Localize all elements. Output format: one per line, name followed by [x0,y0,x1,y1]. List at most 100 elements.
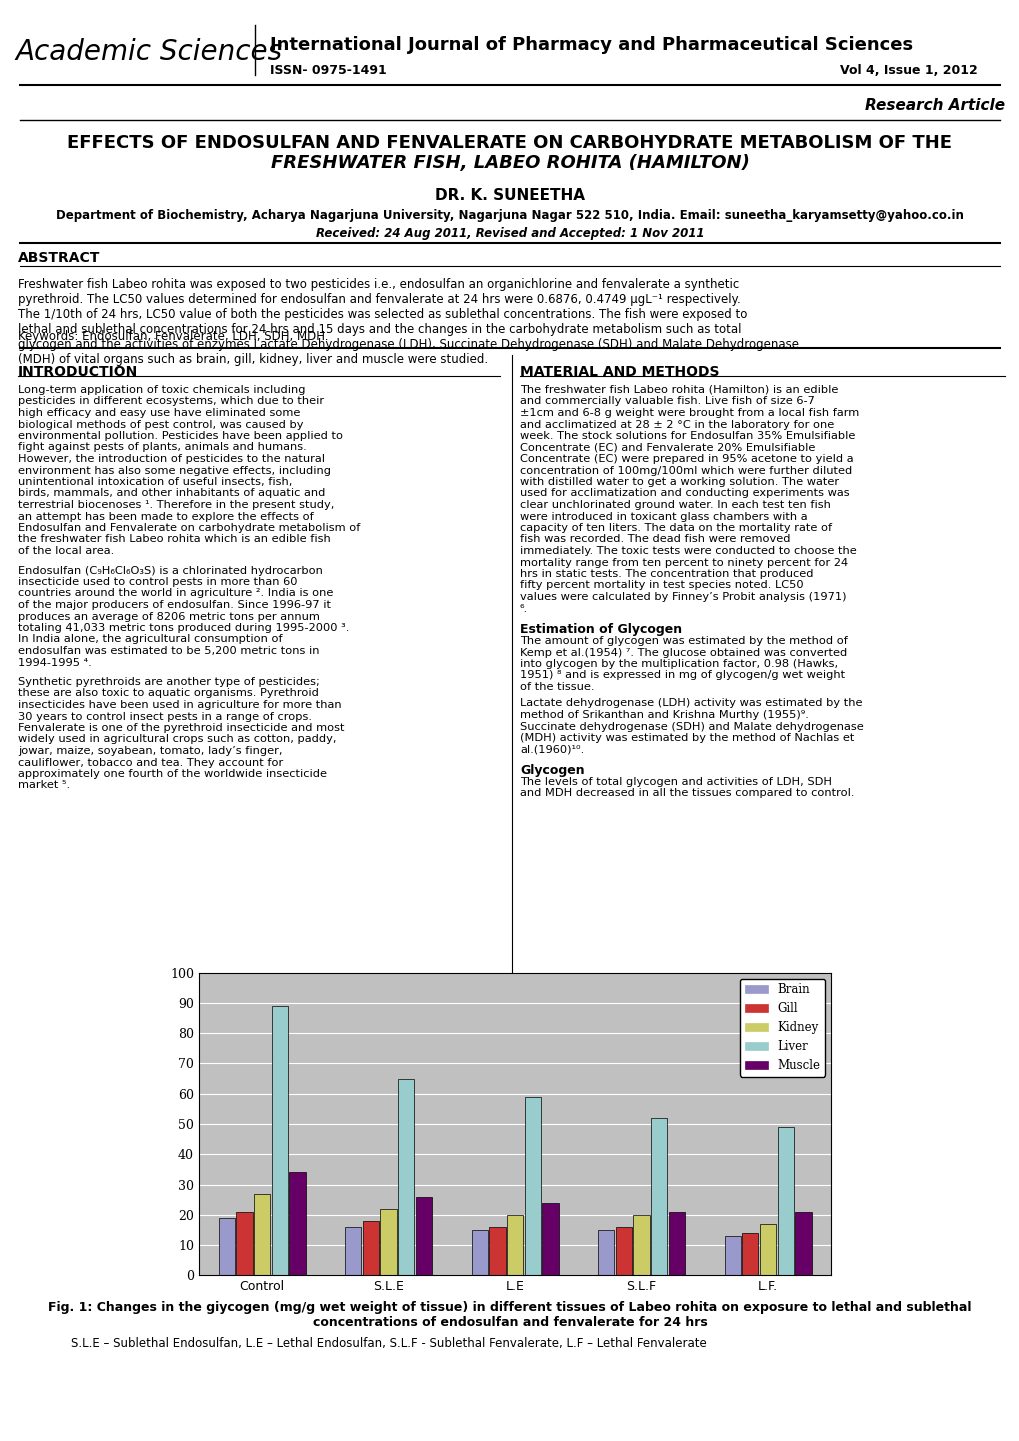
Bar [524,1097,540,1275]
Text: fifty percent mortality in test species noted. LC50: fifty percent mortality in test species … [520,581,803,591]
Text: endosulfan was estimated to be 5,200 metric tons in: endosulfan was estimated to be 5,200 met… [18,646,319,656]
Bar [506,1215,523,1275]
Text: used for acclimatization and conducting experiments was: used for acclimatization and conducting … [520,488,849,499]
Bar [650,1118,666,1275]
Bar [271,1006,287,1275]
Text: mortality range from ten percent to ninety percent for 24: mortality range from ten percent to nine… [520,558,847,568]
Bar [416,1196,432,1275]
Legend: Brain, Gill, Kidney, Liver, Muscle: Brain, Gill, Kidney, Liver, Muscle [739,978,824,1076]
Bar [363,1221,379,1275]
Text: Freshwater fish Labeo rohita was exposed to two pesticides i.e., endosulfan an o: Freshwater fish Labeo rohita was exposed… [18,278,798,366]
Bar [218,1218,234,1275]
Text: values were calculated by Finney’s Probit analysis (1971): values were calculated by Finney’s Probi… [520,592,846,602]
Text: In India alone, the agricultural consumption of: In India alone, the agricultural consump… [18,634,282,644]
Bar [471,1231,487,1275]
Bar [344,1226,361,1275]
Text: an attempt has been made to explore the effects of: an attempt has been made to explore the … [18,512,314,522]
Bar [633,1215,649,1275]
Text: hrs in static tests. The concentration that produced: hrs in static tests. The concentration t… [520,569,813,579]
Text: Keywords: Endosulfan, Fenvalerate, LDH, SDH, MDH.: Keywords: Endosulfan, Fenvalerate, LDH, … [18,330,328,343]
Bar [289,1173,306,1275]
Text: Estimation of Glycogen: Estimation of Glycogen [520,623,682,635]
Text: Synthetic pyrethroids are another type of pesticides;: Synthetic pyrethroids are another type o… [18,677,320,687]
Bar [759,1223,775,1275]
Bar [236,1212,253,1275]
Text: were introduced in toxicant glass chambers with a: were introduced in toxicant glass chambe… [520,512,807,522]
Text: insecticides have been used in agriculture for more than: insecticides have been used in agricultu… [18,700,341,710]
Text: and MDH decreased in all the tissues compared to control.: and MDH decreased in all the tissues com… [520,788,854,798]
Text: ABSTRACT: ABSTRACT [18,251,100,265]
Text: Concentrate (EC) were prepared in 95% acetone to yield a: Concentrate (EC) were prepared in 95% ac… [520,454,853,464]
Text: produces an average of 8206 metric tons per annum: produces an average of 8206 metric tons … [18,611,320,621]
Bar [615,1226,632,1275]
Text: these are also toxic to aquatic organisms. Pyrethroid: these are also toxic to aquatic organism… [18,689,319,699]
Text: and acclimatized at 28 ± 2 °C in the laboratory for one: and acclimatized at 28 ± 2 °C in the lab… [520,419,834,429]
Text: of the tissue.: of the tissue. [520,682,594,692]
Bar [380,1209,396,1275]
Text: approximately one fourth of the worldwide insecticide: approximately one fourth of the worldwid… [18,769,327,780]
Text: biological methods of pest control, was caused by: biological methods of pest control, was … [18,419,304,429]
Text: The amount of glycogen was estimated by the method of: The amount of glycogen was estimated by … [520,635,847,646]
Text: cauliflower, tobacco and tea. They account for: cauliflower, tobacco and tea. They accou… [18,758,283,768]
Text: jowar, maize, soyabean, tomato, lady’s finger,: jowar, maize, soyabean, tomato, lady’s f… [18,746,282,757]
Bar [397,1078,414,1275]
Text: Endosulfan (C₉H₆Cl₆O₃S) is a chlorinated hydrocarbon: Endosulfan (C₉H₆Cl₆O₃S) is a chlorinated… [18,565,323,575]
Text: environmental pollution. Pesticides have been applied to: environmental pollution. Pesticides have… [18,431,342,441]
Text: market ⁵.: market ⁵. [18,781,70,791]
Text: terrestrial biocenoses ¹. Therefore in the present study,: terrestrial biocenoses ¹. Therefore in t… [18,500,334,510]
Text: The freshwater fish Labeo rohita (Hamilton) is an edible: The freshwater fish Labeo rohita (Hamilt… [520,385,838,395]
Text: Academic Sciences: Academic Sciences [15,37,282,66]
Text: EFFECTS OF ENDOSULFAN AND FENVALERATE ON CARBOHYDRATE METABOLISM OF THE: EFFECTS OF ENDOSULFAN AND FENVALERATE ON… [67,134,952,151]
Bar [254,1193,270,1275]
Bar [542,1203,558,1275]
Text: (MDH) activity was estimated by the method of Nachlas et: (MDH) activity was estimated by the meth… [520,733,854,744]
Text: Concentrate (EC) and Fenvalerate 20% Emulsifiable: Concentrate (EC) and Fenvalerate 20% Emu… [520,442,814,452]
Text: Received: 24 Aug 2011, Revised and Accepted: 1 Nov 2011: Received: 24 Aug 2011, Revised and Accep… [316,226,703,239]
Text: of the local area.: of the local area. [18,546,114,556]
Text: concentration of 100mg/100ml which were further diluted: concentration of 100mg/100ml which were … [520,465,852,476]
Text: INTRODUCTION: INTRODUCTION [18,365,139,379]
Text: with distilled water to get a working solution. The water: with distilled water to get a working so… [520,477,839,487]
Text: Endosulfan and Fenvalerate on carbohydrate metabolism of: Endosulfan and Fenvalerate on carbohydra… [18,523,360,533]
Bar [489,1226,505,1275]
Bar [723,1236,740,1275]
Text: ISSN- 0975-1491: ISSN- 0975-1491 [270,63,386,76]
Bar [742,1233,758,1275]
Text: Vol 4, Issue 1, 2012: Vol 4, Issue 1, 2012 [840,63,977,76]
Text: Fenvalerate is one of the pyrethroid insecticide and most: Fenvalerate is one of the pyrethroid ins… [18,723,344,733]
Text: However, the introduction of pesticides to the natural: However, the introduction of pesticides … [18,454,325,464]
Text: Glycogen: Glycogen [520,764,584,777]
Text: The levels of total glycogen and activities of LDH, SDH: The levels of total glycogen and activit… [520,777,832,787]
Text: Long-term application of toxic chemicals including: Long-term application of toxic chemicals… [18,385,306,395]
Text: capacity of ten liters. The data on the mortality rate of: capacity of ten liters. The data on the … [520,523,832,533]
Text: week. The stock solutions for Endosulfan 35% Emulsifiable: week. The stock solutions for Endosulfan… [520,431,855,441]
Text: and commercially valuable fish. Live fish of size 6-7: and commercially valuable fish. Live fis… [520,396,814,406]
Text: al.(1960)¹⁰.: al.(1960)¹⁰. [520,745,584,755]
Text: clear unchlorinated ground water. In each test ten fish: clear unchlorinated ground water. In eac… [520,500,830,510]
Text: Department of Biochemistry, Acharya Nagarjuna University, Nagarjuna Nagar 522 51: Department of Biochemistry, Acharya Naga… [56,209,963,222]
Text: of the major producers of endosulfan. Since 1996-97 it: of the major producers of endosulfan. Si… [18,599,331,610]
Text: FRESHWATER FISH, LABEO ROHITA (HAMILTON): FRESHWATER FISH, LABEO ROHITA (HAMILTON) [270,154,749,171]
Text: the freshwater fish Labeo rohita which is an edible fish: the freshwater fish Labeo rohita which i… [18,535,330,545]
Text: S.L.E – Sublethal Endosulfan, L.E – Lethal Endosulfan, S.L.F - Sublethal Fenvale: S.L.E – Sublethal Endosulfan, L.E – Leth… [71,1337,706,1350]
Bar [668,1212,685,1275]
Text: environment has also some negative effects, including: environment has also some negative effec… [18,465,331,476]
Text: 30 years to control insect pests in a range of crops.: 30 years to control insect pests in a ra… [18,712,312,722]
Text: ±1cm and 6-8 g weight were brought from a local fish farm: ±1cm and 6-8 g weight were brought from … [520,408,858,418]
Text: Kemp et al.(1954) ⁷. The glucose obtained was converted: Kemp et al.(1954) ⁷. The glucose obtaine… [520,647,847,657]
Text: unintentional intoxication of useful insects, fish,: unintentional intoxication of useful ins… [18,477,292,487]
Text: birds, mammals, and other inhabitants of aquatic and: birds, mammals, and other inhabitants of… [18,488,325,499]
Bar [776,1127,793,1275]
Text: high efficacy and easy use have eliminated some: high efficacy and easy use have eliminat… [18,408,300,418]
Text: totaling 41,033 metric tons produced during 1995-2000 ³.: totaling 41,033 metric tons produced dur… [18,623,350,633]
Text: International Journal of Pharmacy and Pharmaceutical Sciences: International Journal of Pharmacy and Ph… [270,36,912,53]
Text: into glycogen by the multiplication factor, 0.98 (Hawks,: into glycogen by the multiplication fact… [520,659,838,669]
Text: fight against pests of plants, animals and humans.: fight against pests of plants, animals a… [18,442,307,452]
Text: insecticide used to control pests in more than 60: insecticide used to control pests in mor… [18,576,298,586]
Text: 1951) ⁸ and is expressed in mg of glycogen/g wet weight: 1951) ⁸ and is expressed in mg of glycog… [520,670,845,680]
Text: 1994-1995 ⁴.: 1994-1995 ⁴. [18,657,92,667]
Text: MATERIAL AND METHODS: MATERIAL AND METHODS [520,365,718,379]
Text: Lactate dehydrogenase (LDH) activity was estimated by the: Lactate dehydrogenase (LDH) activity was… [520,699,862,709]
Bar [597,1231,613,1275]
Text: Fig. 1: Changes in the giycogen (mg/g wet weight of tissue) in different tissues: Fig. 1: Changes in the giycogen (mg/g we… [48,1301,971,1329]
